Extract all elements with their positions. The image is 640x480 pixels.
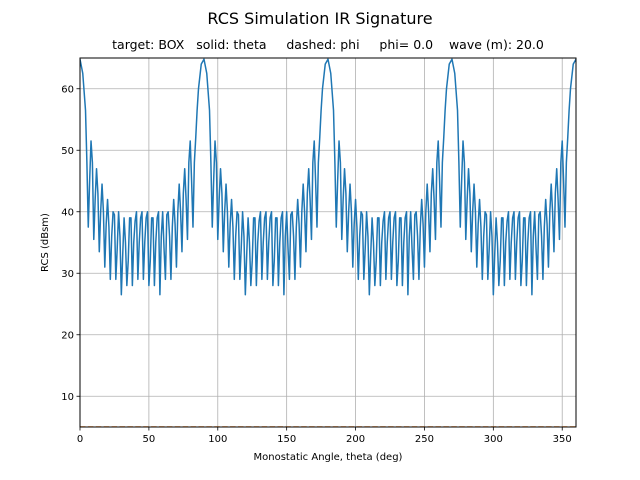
y-tick-label: 40	[61, 207, 74, 218]
series-theta-line	[80, 58, 576, 296]
x-tick-label: 100	[208, 434, 227, 445]
x-tick-label: 250	[415, 434, 434, 445]
x-tick-label: 200	[346, 434, 365, 445]
x-tick-label: 350	[553, 434, 572, 445]
x-tick-label: 50	[143, 434, 156, 445]
x-tick-label: 0	[77, 434, 83, 445]
series-layer	[80, 58, 576, 427]
y-tick-label: 20	[61, 330, 74, 341]
chart-subtitle: target: BOX solid: theta dashed: phi phi…	[112, 37, 544, 52]
y-axis-label: RCS (dBsm)	[40, 213, 51, 272]
plot-frame	[79, 57, 577, 428]
x-axis-label: Monostatic Angle, theta (deg)	[254, 452, 403, 463]
x-tick-label: 150	[277, 434, 296, 445]
y-tick-label: 50	[61, 146, 74, 157]
x-axis-ticks: 0 50 100 150 200 250 300 350	[77, 427, 572, 445]
chart-title: RCS Simulation IR Signature	[207, 9, 432, 28]
y-tick-label: 30	[61, 269, 74, 280]
y-axis-ticks: 10 20 30 40 50 60	[61, 84, 80, 403]
y-tick-label: 60	[61, 84, 74, 95]
y-tick-label: 10	[61, 392, 74, 403]
x-tick-label: 300	[484, 434, 503, 445]
